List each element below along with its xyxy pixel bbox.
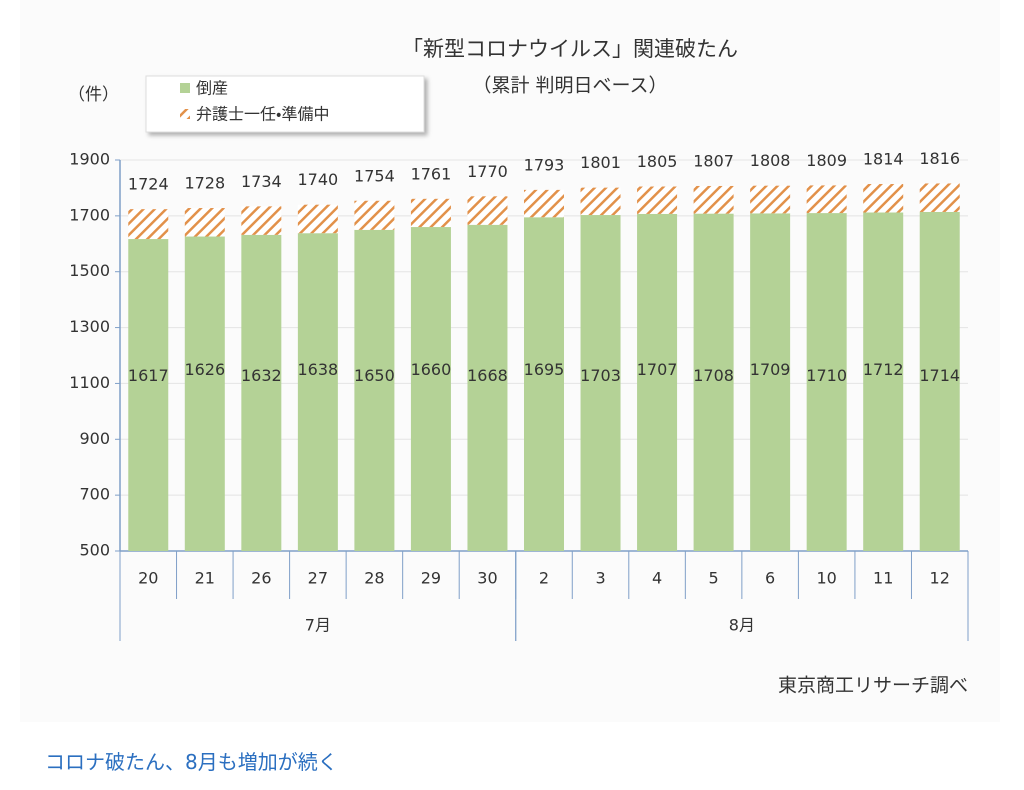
value-label: 1695 (524, 360, 565, 379)
value-label: 1707 (637, 360, 678, 379)
total-label: 1807 (693, 151, 734, 170)
legend-marker (180, 83, 190, 93)
bar-segment (863, 212, 904, 551)
total-label: 1728 (184, 174, 225, 193)
value-label: 1710 (806, 366, 847, 385)
total-label: 1770 (467, 162, 508, 181)
total-label: 1754 (354, 166, 395, 185)
x-tick-label: 12 (930, 569, 950, 588)
bar-segment (806, 213, 847, 552)
x-tick-label: 21 (195, 569, 215, 588)
bar-segment (467, 224, 508, 551)
legend-label: 倒産 (196, 79, 228, 98)
x-tick-label: 6 (765, 569, 775, 588)
total-label: 1734 (241, 172, 282, 191)
total-label: 1793 (524, 155, 565, 174)
bar-segment (354, 229, 395, 552)
source-note: 東京商工リサーチ調べ (778, 675, 968, 697)
value-label: 1712 (863, 360, 904, 379)
legend-label: 弁護士一任・準備中 (196, 105, 329, 124)
bar-segment (241, 234, 282, 551)
value-label: 1626 (184, 360, 225, 379)
bar-segment (184, 208, 225, 237)
bar-segment (297, 233, 338, 551)
total-label: 1805 (637, 152, 678, 171)
y-tick-label: 900 (79, 429, 110, 448)
bar-segment (467, 196, 508, 225)
caption-link[interactable]: コロナ破たん、8月も増加が続く (45, 750, 338, 774)
x-tick-label: 26 (251, 569, 271, 588)
bar-segment (297, 204, 338, 234)
x-tick-label: 20 (138, 569, 158, 588)
value-label: 1632 (241, 366, 282, 385)
total-label: 1808 (750, 151, 791, 170)
x-tick-label: 27 (308, 569, 328, 588)
value-label: 1617 (128, 366, 169, 385)
bar-segment (806, 185, 847, 214)
y-tick-label: 1100 (69, 373, 110, 392)
value-label: 1668 (467, 366, 508, 385)
x-tick-label: 28 (364, 569, 384, 588)
bar-segment (750, 185, 791, 214)
x-tick-label: 30 (477, 569, 497, 588)
bar-segment (919, 183, 960, 212)
total-label: 1724 (128, 175, 169, 194)
bar-segment (410, 227, 451, 551)
total-label: 1816 (919, 149, 960, 168)
value-label: 1660 (411, 360, 452, 379)
value-label: 1708 (693, 366, 734, 385)
bar-segment (580, 215, 621, 551)
x-tick-label: 5 (709, 569, 719, 588)
value-label: 1714 (919, 366, 960, 385)
x-tick-label: 29 (421, 569, 441, 588)
bar-segment (184, 236, 225, 551)
bar-segment (693, 213, 734, 551)
value-label: 1709 (750, 360, 791, 379)
chart: 「新型コロナウイルス」関連破たん （累計 判明日ベース） （件） 倒産 弁護士一… (68, 37, 969, 697)
bar-segment (637, 213, 678, 551)
chart-subtitle: （累計 判明日ベース） (472, 75, 667, 97)
y-unit: （件） (68, 85, 119, 105)
x-tick-label: 2 (539, 569, 549, 588)
bar-segment (750, 213, 791, 551)
bar-segment (863, 184, 904, 213)
x-tick-label: 3 (595, 569, 605, 588)
legend-marker (180, 109, 190, 119)
bar-segment (637, 186, 678, 214)
total-label: 1801 (580, 153, 621, 172)
bar-segment (128, 239, 169, 552)
total-label: 1740 (298, 170, 339, 189)
bar-segment (580, 187, 621, 216)
x-tick-label: 4 (652, 569, 662, 588)
total-label: 1761 (411, 164, 452, 183)
x-tick-label: 10 (816, 569, 836, 588)
chart-title: 「新型コロナウイルス」関連破たん (402, 37, 738, 61)
group-label: 7月 (305, 616, 331, 635)
value-label: 1703 (580, 366, 621, 385)
bar-segment (524, 189, 564, 218)
bar-segment (919, 211, 960, 551)
value-label: 1650 (354, 366, 395, 385)
total-label: 1809 (806, 151, 847, 170)
group-label: 8月 (729, 616, 755, 635)
bar-segment (128, 209, 169, 240)
y-tick-label: 1700 (69, 205, 110, 224)
bar-segment (524, 217, 564, 551)
x-tick-label: 11 (873, 569, 893, 588)
y-tick-label: 500 (79, 541, 110, 560)
value-label: 1638 (298, 360, 339, 379)
y-tick-label: 1500 (69, 261, 110, 280)
y-tick-label: 1300 (69, 317, 110, 336)
bar-segment (354, 200, 395, 230)
bar-segment (693, 185, 734, 214)
bar-segment (241, 206, 282, 235)
bar-segment (410, 198, 451, 228)
legend-box (145, 75, 425, 133)
y-tick-label: 700 (79, 485, 110, 504)
total-label: 1814 (863, 150, 904, 169)
y-tick-label: 1900 (69, 150, 110, 169)
